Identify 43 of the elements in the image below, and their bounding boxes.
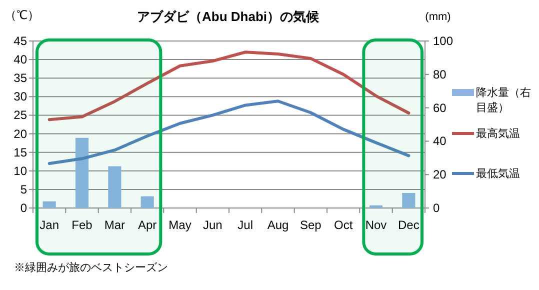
x-tick-label: May bbox=[168, 218, 192, 232]
y-tick-label: 20 bbox=[14, 126, 28, 141]
y-axis-title: （℃） bbox=[4, 8, 40, 22]
legend-label: 降水量（右目盛） bbox=[476, 85, 532, 115]
bar bbox=[42, 201, 56, 208]
line-series bbox=[48, 100, 410, 165]
x-tick-label: Jul bbox=[238, 218, 254, 232]
y2-tick-label: 40 bbox=[433, 134, 447, 148]
bar bbox=[402, 192, 416, 208]
y-tick-label: 45 bbox=[14, 34, 28, 48]
legend-label: 最高気温 bbox=[476, 126, 521, 141]
x-tick-label: Sep bbox=[300, 218, 322, 232]
bar bbox=[140, 196, 154, 208]
x-tick-label: Apr bbox=[138, 218, 157, 232]
chart-title: アブダビ（Abu Dhabi）の気候 bbox=[137, 9, 320, 24]
line-series bbox=[48, 50, 410, 122]
x-tick-label: Aug bbox=[267, 218, 289, 232]
y-tick-label: 10 bbox=[14, 164, 28, 178]
x-tick-label: Dec bbox=[398, 218, 420, 232]
bar bbox=[108, 166, 122, 208]
y2-tick-label: 60 bbox=[433, 100, 447, 115]
y2-tick-label: 20 bbox=[433, 168, 447, 182]
x-tick-label: Jan bbox=[40, 218, 60, 232]
y-tick-label: 0 bbox=[20, 201, 28, 215]
x-tick-label: Feb bbox=[72, 218, 93, 232]
legend-label: 最低気温 bbox=[476, 166, 521, 181]
y-tick-label: 40 bbox=[14, 52, 28, 67]
x-tick-label: Mar bbox=[104, 218, 126, 232]
y-tick-label: 35 bbox=[14, 71, 28, 86]
y-tick-label: 30 bbox=[14, 90, 28, 104]
y-tick-label: 25 bbox=[14, 108, 28, 122]
y2-tick-label: 100 bbox=[433, 34, 454, 48]
y2-tick-label: 80 bbox=[433, 67, 447, 82]
x-tick-label: Jun bbox=[202, 218, 222, 232]
x-tick-label: Oct bbox=[334, 218, 354, 232]
y2-tick-label: 0 bbox=[433, 201, 440, 215]
bar bbox=[369, 205, 383, 208]
y2-axis-title: (mm) bbox=[425, 11, 451, 23]
x-tick-label: Nov bbox=[365, 218, 387, 232]
y-tick-label: 5 bbox=[20, 182, 28, 196]
bar bbox=[75, 138, 89, 208]
text: ※緑囲みが旅のベストシーズン bbox=[14, 261, 168, 274]
y-tick-label: 15 bbox=[14, 145, 28, 160]
